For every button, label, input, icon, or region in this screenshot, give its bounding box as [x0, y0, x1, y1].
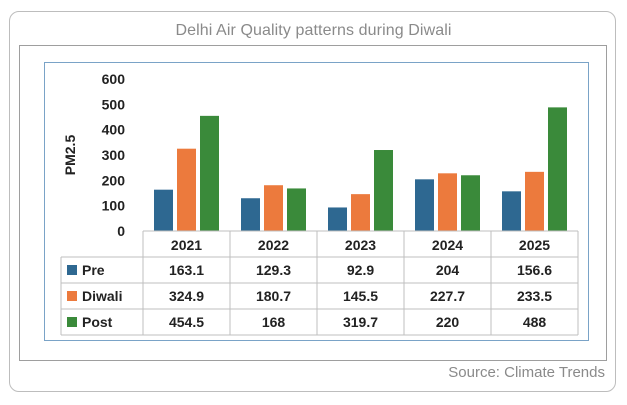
y-tick-label: 600: [102, 71, 126, 87]
data-label-pre: 92.9: [347, 262, 374, 278]
bar-diwali-2025: [525, 171, 544, 231]
y-tick-label: 400: [102, 122, 126, 138]
legend-label-diwali: Diwali: [82, 288, 122, 304]
data-label-pre: 163.1: [169, 262, 204, 278]
data-label-diwali: 324.9: [169, 288, 204, 304]
x-tick-label: 2021: [171, 237, 202, 253]
legend-label-post: Post: [82, 314, 113, 330]
bar-pre-2025: [502, 191, 521, 231]
data-label-diwali: 227.7: [430, 288, 465, 304]
data-label-pre: 204: [436, 262, 460, 278]
y-tick-label: 300: [102, 147, 126, 163]
legend-swatch-diwali: [67, 291, 77, 301]
source-note: Source: Climate Trends: [448, 364, 605, 381]
data-label-post: 454.5: [169, 314, 204, 330]
data-label-pre: 129.3: [256, 262, 291, 278]
data-label-post: 319.7: [343, 314, 378, 330]
bar-post-2023: [374, 150, 393, 231]
legend-swatch-pre: [67, 265, 77, 275]
legend-swatch-post: [67, 317, 77, 327]
bar-pre-2023: [328, 207, 347, 231]
data-label-diwali: 233.5: [517, 288, 552, 304]
bar-pre-2024: [415, 179, 434, 231]
bar-diwali-2021: [177, 148, 196, 231]
data-label-post: 220: [436, 314, 460, 330]
data-label-post: 488: [523, 314, 547, 330]
x-tick-label: 2024: [432, 237, 463, 253]
y-tick-label: 200: [102, 172, 126, 188]
bar-post-2022: [287, 188, 306, 231]
bar-pre-2022: [241, 198, 260, 231]
bar-diwali-2023: [351, 194, 370, 231]
chart-svg: PM2.5 0 100 200 300 400 500 600 2021 2022 2023 2024…: [60, 71, 579, 336]
data-label-diwali: 180.7: [256, 288, 291, 304]
data-label-diwali: 145.5: [343, 288, 378, 304]
data-label-pre: 156.6: [517, 262, 552, 278]
bar-post-2025: [548, 107, 567, 231]
bar-diwali-2022: [264, 185, 283, 231]
y-tick-label: 500: [102, 96, 126, 112]
chart-title: Delhi Air Quality patterns during Diwali: [175, 22, 452, 39]
legend-label-pre: Pre: [82, 262, 105, 278]
x-tick-label: 2023: [345, 237, 376, 253]
bar-post-2021: [200, 115, 219, 231]
y-tick-label: 0: [117, 223, 125, 239]
chart-area: PM2.5 0 100 200 300 400 500 600 2021 2022 2023 2024…: [44, 62, 589, 341]
x-tick-label: 2025: [519, 237, 550, 253]
x-tick-label: 2022: [258, 237, 289, 253]
bar-post-2024: [461, 175, 480, 231]
bar-pre-2021: [154, 189, 173, 231]
data-label-post: 168: [262, 314, 286, 330]
y-tick-label: 100: [102, 198, 126, 214]
bar-diwali-2024: [438, 173, 457, 231]
y-axis-label: PM2.5: [62, 135, 78, 176]
